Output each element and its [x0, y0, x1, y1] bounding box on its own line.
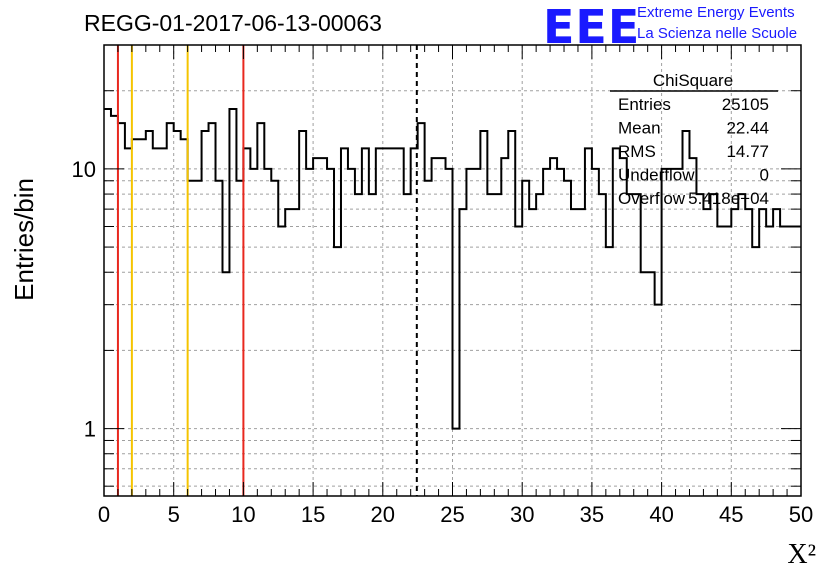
stats-value: 5.418e+04: [688, 189, 769, 208]
y-tick-labels: 1 10: [72, 157, 96, 442]
stats-label: RMS: [618, 142, 656, 161]
stats-box: ChiSquare Entries 25105 Mean 22.44 RMS 14.77 U…: [610, 71, 778, 208]
x-tick-label: 35: [580, 502, 604, 527]
x-tick-label: 5: [168, 502, 180, 527]
stats-label: Underflow: [618, 166, 695, 185]
stats-value: 14.77: [726, 142, 769, 161]
histogram-series: [104, 108, 801, 430]
y-axis-label: Entries/bin: [9, 178, 39, 301]
stats-value: 22.44: [726, 119, 769, 138]
marker-lines: [116, 45, 418, 496]
stats-label: Mean: [618, 119, 661, 138]
stats-title: ChiSquare: [653, 71, 733, 90]
y-tick-label: 1: [84, 417, 96, 442]
x-tick-label: 30: [510, 502, 534, 527]
x-tick-label: 10: [231, 502, 255, 527]
x-tick-label: 45: [719, 502, 743, 527]
x-tick-label: 15: [301, 502, 325, 527]
x-tick-label: 0: [98, 502, 110, 527]
y-tick-label: 10: [72, 157, 96, 182]
axis-ticks: [103, 45, 802, 496]
stats-value: 0: [760, 166, 769, 185]
chart-title: REGG-01-2017-06-13-00063: [84, 10, 382, 36]
x-tick-labels: 0 5 10 15 20 25 30 35 40 45 50: [98, 502, 813, 527]
x-tick-label: 20: [371, 502, 395, 527]
logo-line-2: La Scienza nelle Scuole: [637, 25, 798, 42]
stats-label: Overflow: [618, 189, 686, 208]
x-axis-label: X²: [787, 539, 816, 570]
x-tick-label: 40: [649, 502, 673, 527]
x-tick-label: 25: [440, 502, 464, 527]
x-tick-label: 50: [789, 502, 813, 527]
stats-value: 25105: [722, 95, 769, 114]
stats-label: Entries: [618, 95, 671, 114]
logo-line-1: Extreme Energy Events: [637, 4, 795, 21]
